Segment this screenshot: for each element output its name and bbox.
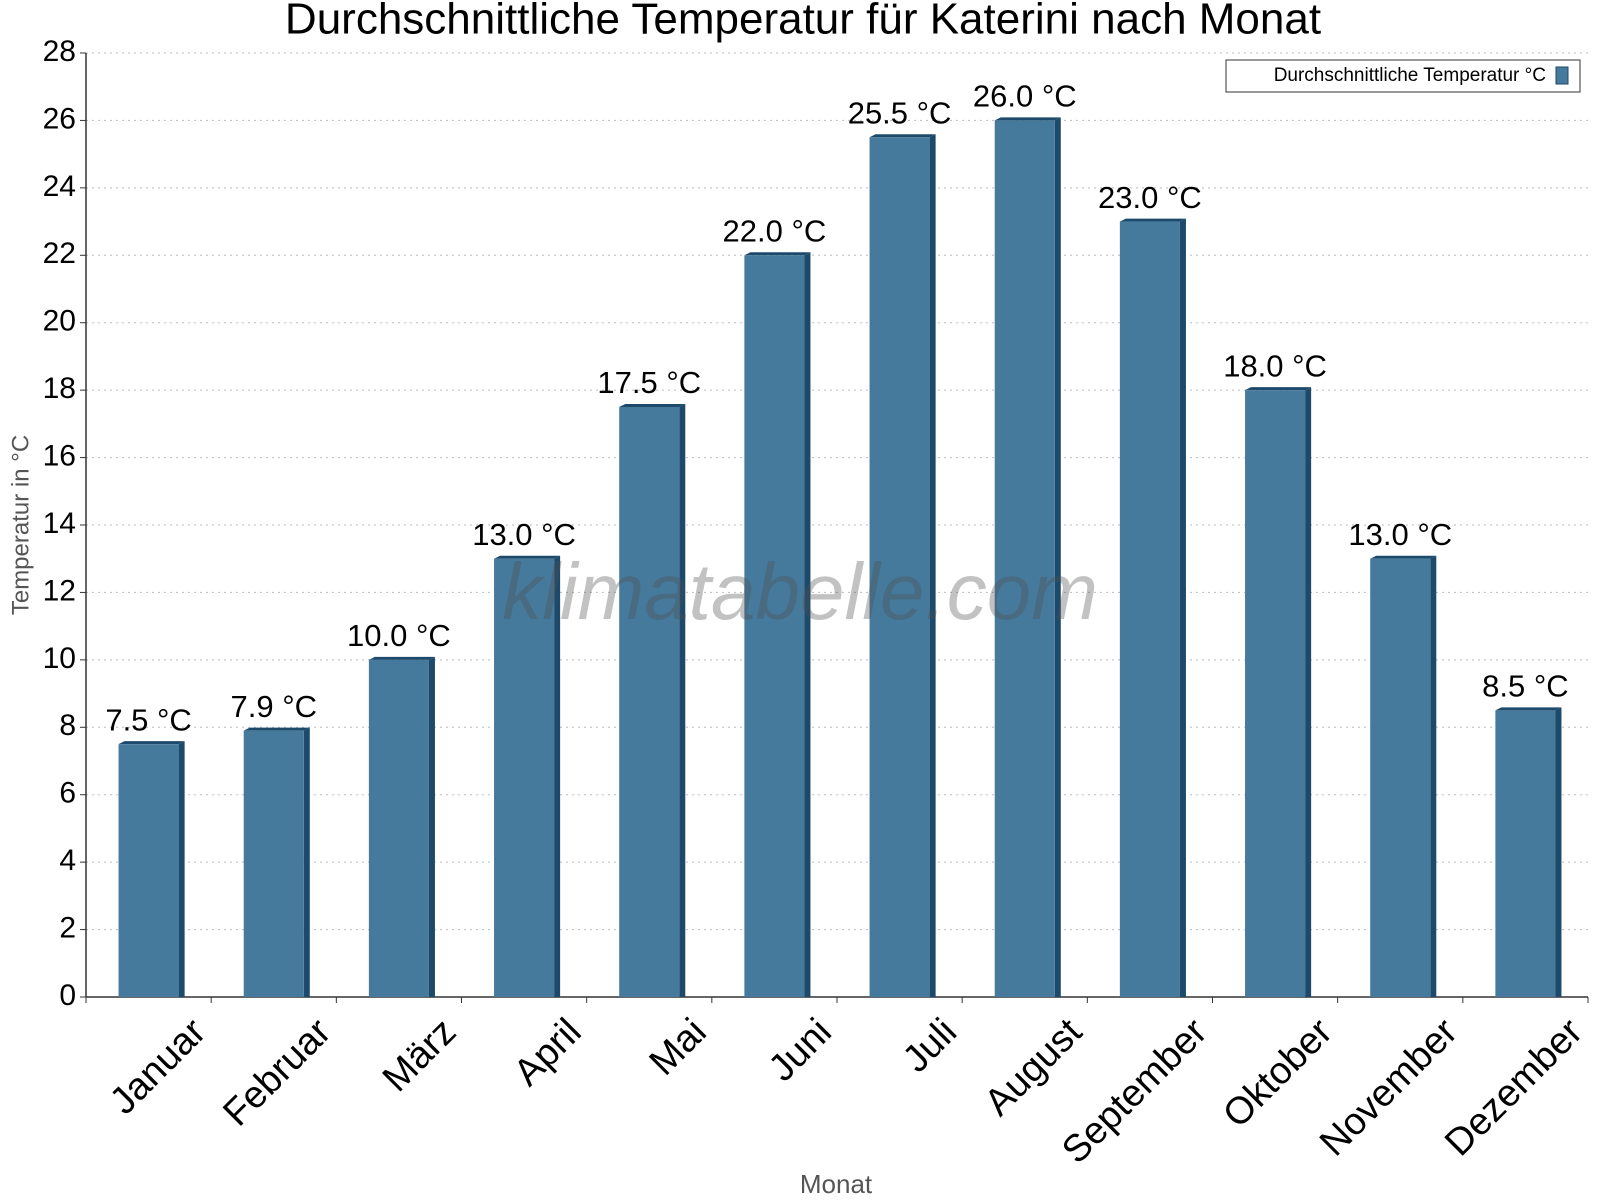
y-tick-label: 0	[59, 979, 76, 1012]
x-tick-label: August	[977, 1010, 1091, 1124]
bar-side	[929, 134, 936, 998]
bar	[118, 744, 179, 997]
bar-top	[243, 727, 310, 731]
y-tick-label: 18	[43, 372, 76, 405]
y-tick-label: 10	[43, 642, 76, 675]
bar	[744, 255, 805, 998]
bar	[1245, 390, 1306, 998]
bar	[869, 137, 930, 998]
y-tick-label: 22	[43, 237, 76, 270]
y-axis-label: Temperatur in °C	[7, 435, 34, 615]
bar-side	[428, 656, 435, 997]
x-tick-label: Mai	[642, 1011, 715, 1084]
bar-top	[744, 252, 811, 256]
legend-label: Durchschnittliche Temperatur °C	[1274, 65, 1546, 86]
bar-side	[679, 404, 686, 997]
y-tick-label: 24	[43, 170, 76, 203]
bar	[1495, 710, 1556, 997]
value-label: 23.0 °C	[1098, 180, 1202, 215]
bar-side	[1054, 117, 1061, 997]
x-tick-label: Dezember	[1437, 1011, 1591, 1165]
x-tick-label: Februar	[215, 1011, 339, 1135]
value-label: 7.5 °C	[105, 702, 192, 737]
bar-top	[869, 134, 936, 138]
value-label: 22.0 °C	[723, 213, 827, 248]
y-tick-label: 28	[43, 35, 76, 68]
bar-side	[1430, 555, 1437, 997]
y-tick-label: 26	[43, 102, 76, 135]
bar-top	[368, 656, 435, 660]
bar-side	[1179, 218, 1186, 998]
bar-top	[994, 117, 1061, 121]
bar	[994, 120, 1055, 997]
y-tick-label: 14	[43, 507, 76, 540]
watermark: klimatabelle.com	[502, 547, 1098, 636]
x-tick-label: Juli	[895, 1011, 965, 1081]
bar-top	[1370, 555, 1437, 559]
bar-top	[118, 741, 185, 745]
y-tick-label: 4	[59, 844, 76, 877]
x-tick-label: Januar	[102, 1011, 214, 1123]
bar-side	[804, 252, 811, 998]
chart-title: Durchschnittliche Temperatur für Katerin…	[285, 0, 1321, 44]
x-tick-label: März	[375, 1011, 464, 1100]
y-tick-label: 16	[43, 439, 76, 472]
value-label: 7.9 °C	[231, 689, 318, 724]
value-label: 13.0 °C	[1348, 517, 1452, 552]
value-label: 8.5 °C	[1482, 669, 1569, 704]
value-label: 17.5 °C	[597, 365, 701, 400]
bar	[494, 558, 555, 997]
legend-swatch	[1555, 66, 1569, 85]
legend: Durchschnittliche Temperatur °C	[1225, 59, 1581, 93]
y-tick-label: 2	[59, 911, 76, 944]
bar-top	[1119, 218, 1186, 222]
legend-box	[1225, 59, 1581, 93]
y-tick-label: 8	[59, 709, 76, 742]
bar	[1119, 221, 1180, 998]
bar-side	[1305, 387, 1312, 998]
value-label: 10.0 °C	[347, 618, 451, 653]
value-label: 18.0 °C	[1223, 348, 1327, 383]
bar	[243, 730, 304, 997]
bar	[619, 407, 680, 997]
value-label: 13.0 °C	[472, 517, 576, 552]
value-label: 25.5 °C	[848, 95, 952, 130]
bar-top	[1245, 387, 1312, 391]
bar-top	[619, 404, 686, 407]
x-tick-label: Juni	[761, 1011, 840, 1090]
y-tick-label: 12	[43, 574, 76, 607]
bar-side	[303, 727, 310, 997]
x-tick-label: April	[506, 1011, 589, 1094]
bar	[368, 659, 429, 997]
value-label: 26.0 °C	[973, 79, 1077, 114]
bar	[1370, 558, 1431, 997]
bar-side	[178, 741, 185, 997]
x-tick-label: Oktober	[1215, 1011, 1341, 1137]
x-axis-label: Monat	[800, 1169, 873, 1199]
bar-side	[1555, 707, 1562, 997]
y-tick-label: 6	[59, 777, 76, 810]
bar-side	[554, 555, 561, 997]
y-tick-label: 20	[43, 305, 76, 338]
bar-top	[1495, 707, 1562, 711]
bar-top	[494, 555, 561, 559]
